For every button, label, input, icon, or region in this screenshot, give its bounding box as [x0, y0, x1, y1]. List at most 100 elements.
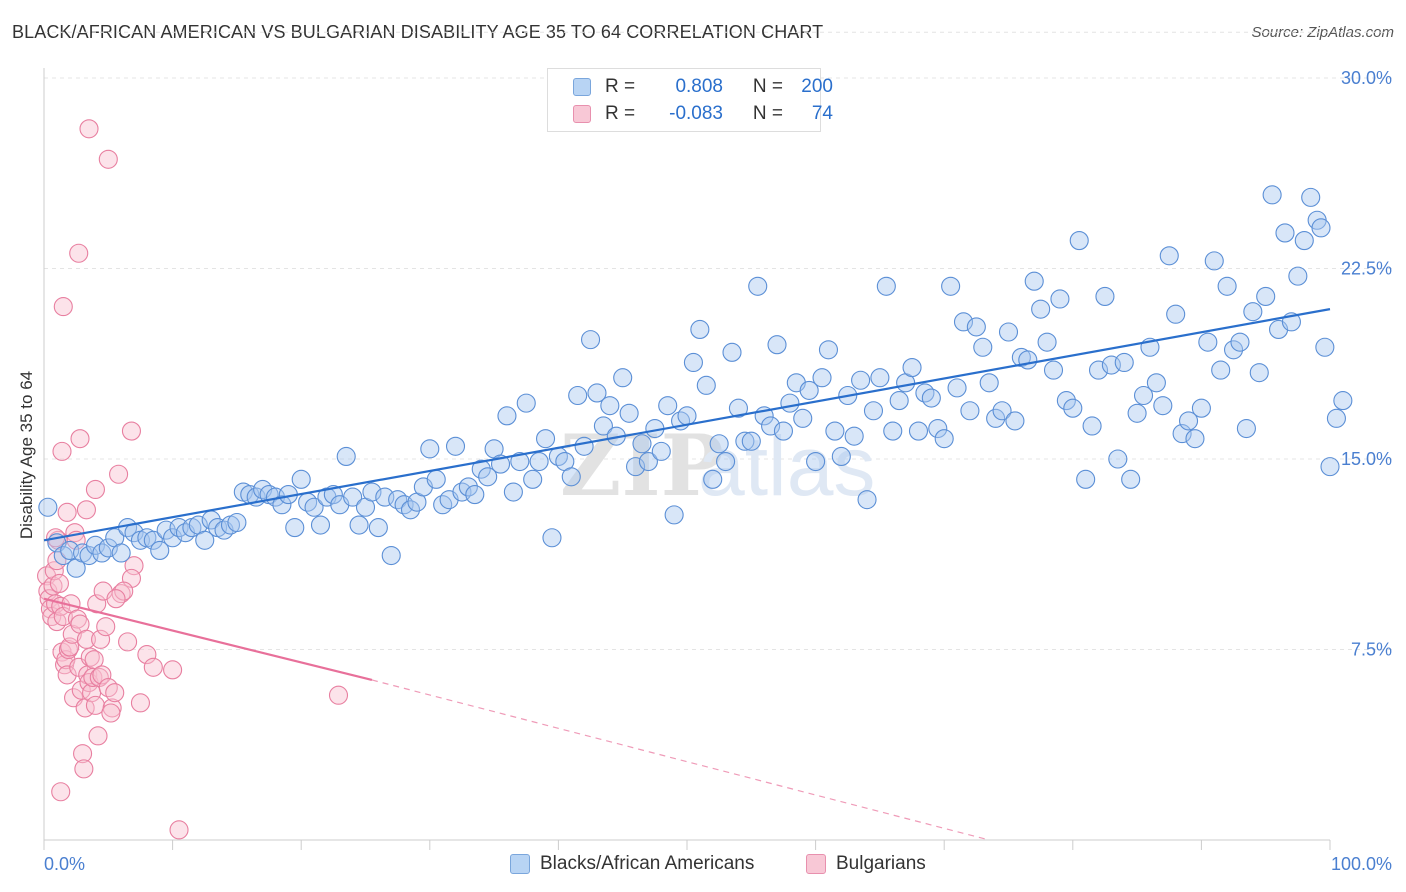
black-point: [568, 385, 588, 406]
legend-row-bulgarians: R = -0.083 N = 74: [548, 100, 833, 128]
trend-line-bulgarians-dashed: [371, 679, 990, 841]
black-point: [1076, 469, 1096, 489]
y-tick-label: 30.0%: [1341, 68, 1392, 88]
black-point: [362, 482, 382, 502]
black-point: [1056, 391, 1076, 411]
black-point: [844, 426, 864, 446]
black-point: [1315, 337, 1335, 357]
bulgarian-point: [114, 581, 134, 601]
bulgarian-point: [85, 695, 105, 715]
axes: [43, 68, 1331, 850]
black-point: [503, 482, 523, 502]
bulgarian-point: [105, 683, 125, 703]
bulgarian-point: [109, 464, 129, 484]
bulgarian-point: [57, 665, 77, 685]
black-point: [1153, 396, 1173, 416]
black-point: [703, 469, 723, 489]
black-point: [400, 500, 421, 520]
black-point: [793, 408, 813, 428]
black-point: [1256, 286, 1276, 306]
black-point: [696, 375, 716, 395]
black-point: [728, 398, 748, 418]
black-point: [1217, 276, 1237, 296]
black-point: [1185, 429, 1205, 449]
black-point: [1311, 218, 1331, 238]
bottom-legend-blacks: Blacks/African Americans: [510, 852, 754, 876]
black-point: [973, 337, 993, 357]
black-point: [535, 429, 556, 449]
black-point: [908, 421, 929, 441]
bulgarian-point: [60, 637, 80, 657]
black-point: [1018, 350, 1038, 370]
source-label: Source: ZipAtlas.com: [1251, 24, 1394, 41]
black-point: [690, 319, 710, 340]
black-point: [349, 515, 369, 535]
black-point: [1114, 352, 1134, 373]
black-point: [1230, 332, 1250, 352]
black-point: [163, 528, 183, 548]
bulgarian-point: [328, 685, 349, 705]
black-point: [1037, 332, 1057, 352]
black-point: [831, 446, 851, 467]
bulgarian-point: [98, 678, 118, 698]
bulgarian-point: [88, 726, 108, 746]
black-point: [992, 401, 1012, 421]
bulgarian-point: [57, 502, 77, 522]
bulgarian-point: [118, 632, 138, 652]
bulgarian-point: [91, 629, 111, 649]
bulgarian-point: [85, 479, 105, 500]
black-point: [1133, 385, 1154, 406]
black-point: [111, 543, 131, 563]
black-point: [1108, 449, 1128, 469]
black-point: [658, 396, 678, 416]
black-point: [523, 469, 543, 489]
legend-swatch-blue: [573, 78, 591, 96]
black-point: [979, 373, 999, 393]
legend-box: R = 0.808 N = 200 R = -0.083 N = 74: [547, 68, 833, 132]
black-point: [529, 451, 549, 472]
black-point: [497, 406, 517, 426]
black-point: [883, 421, 903, 441]
black-point: [767, 335, 787, 355]
black-point: [510, 451, 530, 472]
bulgarian-point: [96, 617, 116, 637]
black-point: [619, 403, 639, 423]
black-point: [593, 416, 613, 436]
legend-r-value-blacks: 0.808: [675, 76, 723, 97]
black-point: [1127, 403, 1147, 423]
bulgarian-point: [49, 573, 69, 594]
black-point: [921, 388, 941, 408]
black-point: [580, 330, 601, 350]
black-point: [343, 487, 363, 507]
black-point: [1224, 340, 1244, 360]
black-point: [632, 434, 652, 454]
x-tick-label-min: 0.0%: [44, 854, 85, 874]
bulgarian-point: [62, 624, 82, 644]
black-point: [272, 495, 292, 515]
black-point: [98, 538, 118, 558]
legend-row-blacks: R = 0.808 N = 200: [548, 73, 833, 101]
black-point: [561, 467, 581, 487]
black-point: [613, 368, 633, 388]
black-point: [1294, 231, 1314, 251]
black-point: [1088, 360, 1109, 380]
black-point: [941, 276, 961, 296]
black-point: [426, 469, 446, 489]
black-point: [1146, 373, 1166, 393]
black-point: [150, 540, 170, 560]
black-point: [1069, 231, 1089, 251]
black-point: [1275, 223, 1295, 243]
black-point: [799, 380, 819, 400]
bulgarian-point: [53, 297, 73, 317]
black-point: [1178, 411, 1199, 431]
black-point: [1198, 332, 1218, 352]
black-point: [998, 322, 1019, 342]
tick-labels: 7.5% 15.0% 22.5% 30.0% 0.0% 100.0%: [44, 68, 1392, 874]
bulgarian-point: [73, 744, 93, 764]
black-point: [626, 457, 646, 477]
black-point: [143, 530, 163, 550]
black-point: [1095, 286, 1115, 306]
bulgarian-point: [79, 119, 99, 139]
legend-n-label: N =: [752, 76, 783, 97]
black-point: [947, 378, 967, 398]
